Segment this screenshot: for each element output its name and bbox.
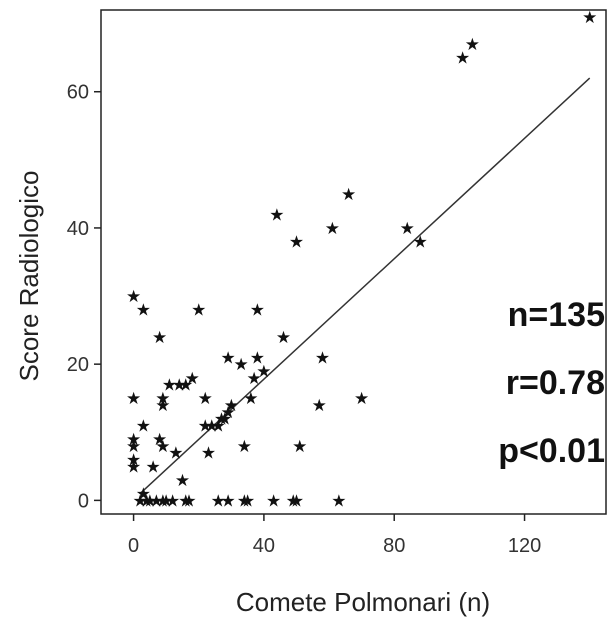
data-point: ★ bbox=[152, 430, 167, 450]
data-point: ★ bbox=[240, 491, 255, 511]
data-point: ★ bbox=[292, 437, 307, 457]
data-point: ★ bbox=[413, 233, 428, 253]
x-tick-label: 40 bbox=[253, 535, 275, 557]
data-point: ★ bbox=[289, 491, 304, 511]
data-point: ★ bbox=[465, 35, 480, 55]
data-point: ★ bbox=[126, 457, 141, 477]
data-point: ★ bbox=[178, 491, 193, 511]
data-point: ★ bbox=[149, 491, 164, 511]
data-point: ★ bbox=[243, 389, 258, 409]
data-point: ★ bbox=[220, 348, 235, 368]
data-point: ★ bbox=[269, 205, 284, 225]
data-point: ★ bbox=[289, 233, 304, 253]
fit-line bbox=[139, 77, 591, 495]
data-point: ★ bbox=[152, 328, 167, 348]
x-tick-label: 120 bbox=[508, 535, 541, 557]
data-point: ★ bbox=[136, 485, 151, 505]
data-point: ★ bbox=[155, 491, 170, 511]
data-point: ★ bbox=[204, 416, 219, 436]
y-tick-label: 60 bbox=[67, 82, 89, 104]
data-point: ★ bbox=[312, 396, 327, 416]
data-point: ★ bbox=[146, 457, 161, 477]
data-point: ★ bbox=[237, 491, 252, 511]
x-tick-label: 0 bbox=[128, 535, 139, 557]
data-point: ★ bbox=[217, 410, 232, 430]
data-point: ★ bbox=[162, 376, 177, 396]
data-point: ★ bbox=[155, 396, 170, 416]
y-axis-ticks: 0 20 40 60 bbox=[67, 82, 101, 512]
data-point: ★ bbox=[325, 219, 340, 239]
data-point: ★ bbox=[126, 430, 141, 450]
data-point: ★ bbox=[155, 389, 170, 409]
data-point: ★ bbox=[214, 410, 229, 430]
data-point: ★ bbox=[250, 301, 265, 321]
data-point: ★ bbox=[276, 328, 291, 348]
x-axis-title: Comete Polmonari (n) bbox=[236, 587, 490, 617]
y-axis-title: Score Radiologico bbox=[14, 170, 44, 381]
data-point: ★ bbox=[198, 389, 213, 409]
annotation-n: n=135 bbox=[508, 296, 605, 334]
data-point: ★ bbox=[201, 444, 216, 464]
data-point: ★ bbox=[142, 491, 157, 511]
data-point: ★ bbox=[331, 491, 346, 511]
data-point: ★ bbox=[155, 437, 170, 457]
x-axis-ticks: 0 40 80 120 bbox=[128, 514, 541, 557]
data-point: ★ bbox=[168, 444, 183, 464]
data-point: ★ bbox=[233, 355, 248, 375]
data-point: ★ bbox=[165, 491, 180, 511]
data-point: ★ bbox=[126, 451, 141, 471]
data-point: ★ bbox=[582, 8, 597, 28]
data-point: ★ bbox=[250, 348, 265, 368]
data-point: ★ bbox=[139, 491, 154, 511]
y-tick-label: 20 bbox=[67, 354, 89, 376]
data-point: ★ bbox=[256, 362, 271, 382]
data-point: ★ bbox=[220, 491, 235, 511]
data-point: ★ bbox=[211, 491, 226, 511]
data-point: ★ bbox=[132, 491, 147, 511]
y-tick-label: 0 bbox=[78, 490, 89, 512]
data-point: ★ bbox=[315, 348, 330, 368]
data-point: ★ bbox=[181, 491, 196, 511]
data-point: ★ bbox=[198, 416, 213, 436]
data-point: ★ bbox=[354, 389, 369, 409]
data-point: ★ bbox=[400, 219, 415, 239]
data-point: ★ bbox=[172, 376, 187, 396]
data-point: ★ bbox=[247, 369, 262, 389]
data-point: ★ bbox=[224, 396, 239, 416]
data-point: ★ bbox=[126, 389, 141, 409]
data-point: ★ bbox=[220, 403, 235, 423]
data-point: ★ bbox=[266, 491, 281, 511]
data-point: ★ bbox=[286, 491, 301, 511]
data-point: ★ bbox=[237, 437, 252, 457]
y-tick-label: 40 bbox=[67, 218, 89, 240]
data-point: ★ bbox=[455, 49, 470, 69]
plot-frame bbox=[100, 9, 607, 515]
data-point: ★ bbox=[136, 301, 151, 321]
data-point: ★ bbox=[159, 491, 174, 511]
data-point: ★ bbox=[178, 376, 193, 396]
annotation-p: p<0.01 bbox=[498, 432, 605, 470]
data-point: ★ bbox=[126, 287, 141, 307]
annotation-r: r=0.78 bbox=[506, 364, 605, 402]
x-tick-label: 80 bbox=[383, 535, 405, 557]
data-point: ★ bbox=[136, 416, 151, 436]
data-point: ★ bbox=[191, 301, 206, 321]
points-layer: ★★★★★★★★★★★★★★★★★★★★★★★★★★★★★★★★★★★★★★★★… bbox=[126, 8, 597, 512]
data-point: ★ bbox=[211, 416, 226, 436]
data-point: ★ bbox=[126, 437, 141, 457]
data-point: ★ bbox=[175, 471, 190, 491]
data-point: ★ bbox=[185, 369, 200, 389]
data-point: ★ bbox=[341, 185, 356, 205]
